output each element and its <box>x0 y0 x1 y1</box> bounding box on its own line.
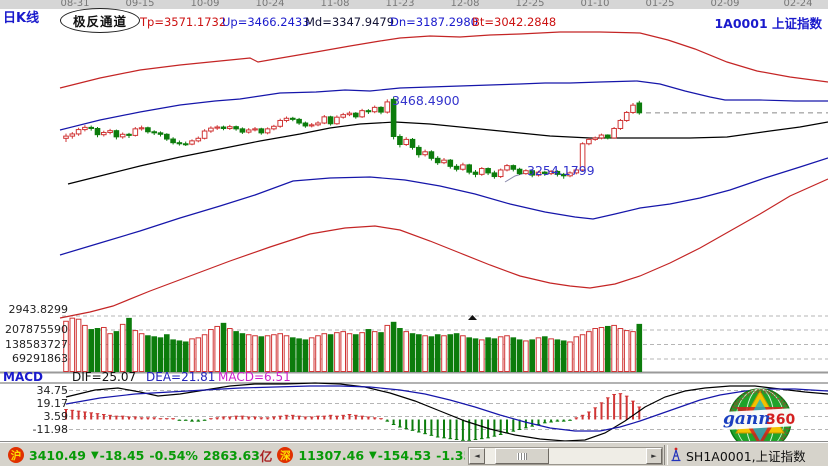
statusbar-separator <box>0 441 828 442</box>
date-axis: 08-31 09-15 10-09 10-24 11-08 11-23 12-08 12-25… <box>0 0 828 9</box>
scrollbar-left-arrow[interactable]: ◄ <box>469 448 485 464</box>
gann360-logo: 567890123456789012345678901234 gann 360 <box>716 388 804 441</box>
channel-bt-value: Bt=3042.2848 <box>472 15 557 29</box>
scrollbar-track[interactable] <box>485 448 646 464</box>
price-axis-label: 2943.8299 <box>8 303 69 316</box>
volume-bars <box>63 317 643 373</box>
channel-tp-value: Tp=3571.1732 <box>140 15 227 29</box>
status-bar: 沪 3410.49 ▼ -18.45 -0.54% 2863.63 亿 深 11… <box>0 442 828 466</box>
macd-dif-value: DIF=25.07 <box>72 370 137 384</box>
macd-dea-value: DEA=21.81 <box>146 370 216 384</box>
high-price-annotation: 3468.4900 <box>392 93 460 108</box>
date-label: 01-10 <box>580 0 610 9</box>
date-label: 08-31 <box>60 0 90 9</box>
date-label: 12-25 <box>515 0 545 9</box>
date-label: 02-09 <box>710 0 740 9</box>
macd-value: MACD=6.51 <box>218 370 291 384</box>
gridlines <box>0 315 828 430</box>
symbol-title: 1A0001 上证指数 <box>714 16 822 31</box>
shanghai-badge: 沪 <box>8 447 24 463</box>
sz-index-value: 11307.46 <box>298 447 365 463</box>
statusbar-divider <box>664 445 668 465</box>
sh-turnover-unit: 亿 <box>259 448 273 464</box>
date-label: 10-24 <box>255 0 285 9</box>
candlestick-series <box>63 97 643 179</box>
logo-word: gann <box>723 409 771 429</box>
kline-chart-canvas[interactable] <box>0 0 828 441</box>
status-quotes: 沪 3410.49 ▼ -18.45 -0.54% 2863.63 亿 深 11… <box>3 445 465 465</box>
shenzhen-badge: 深 <box>277 447 294 463</box>
macd-axis-label-1: 34.75 <box>36 384 69 397</box>
channel-md-value: Md=3347.9479 <box>305 15 395 29</box>
sh-change-percent: -0.54% <box>149 447 198 463</box>
channel-lines <box>59 31 828 319</box>
horizontal-scrollbar[interactable]: ◄ ► <box>468 447 663 465</box>
sh-turnover-value: 2863.63 <box>202 447 260 463</box>
scrollbar-right-arrow[interactable]: ► <box>646 448 662 464</box>
date-label: 11-08 <box>320 0 350 9</box>
volume-axis-label-1: 207875590 <box>5 323 68 336</box>
low-price-annotation: 3254.1799 <box>527 163 595 178</box>
channel-indicator-badge: 极反通道 <box>60 8 140 33</box>
sh-change-value: -18.45 <box>99 447 145 463</box>
status-symbol-section: SH1A0001,上证指数 <box>670 445 806 465</box>
date-label: 02-24 <box>783 0 813 9</box>
scrollbar-thumb[interactable] <box>495 448 549 464</box>
date-label: 11-23 <box>385 0 415 9</box>
sz-change-percent: -1.35% <box>436 447 465 463</box>
tower-icon <box>671 447 681 462</box>
chart-period-label: 日K线 <box>3 11 40 26</box>
volume-axis-label-2: 138583727 <box>5 338 68 351</box>
macd-lines <box>65 382 828 441</box>
logo-number: 360 <box>766 412 795 428</box>
sz-change-value: -154.53 <box>377 447 432 463</box>
channel-up-value: Up=3466.2433 <box>222 15 310 29</box>
date-label: 10-09 <box>190 0 220 9</box>
macd-axis-label-4: -11.98 <box>32 423 68 436</box>
date-label: 12-08 <box>450 0 480 9</box>
sh-index-value: 3410.49 <box>29 447 86 463</box>
current-symbol-label[interactable]: SH1A0001,上证指数 <box>686 448 806 464</box>
macd-histogram <box>64 393 642 441</box>
channel-indicator-label: 极反通道 <box>72 14 127 29</box>
volume-marker-triangle-icon <box>468 315 477 320</box>
date-label: 01-25 <box>645 0 675 9</box>
date-label: 09-15 <box>125 0 155 9</box>
sh-down-arrow-icon: ▼ <box>90 449 99 461</box>
low-annotation-connector <box>504 172 526 183</box>
sz-down-arrow-icon: ▼ <box>369 449 377 461</box>
volume-axis-label-3: 69291863 <box>12 352 68 365</box>
macd-pane-title: MACD <box>3 370 43 384</box>
macd-axis-label-3: 3.59 <box>43 410 69 423</box>
channel-dn-value: Dn=3187.2980 <box>390 15 478 29</box>
macd-axis-label-2: 19.17 <box>36 397 69 410</box>
